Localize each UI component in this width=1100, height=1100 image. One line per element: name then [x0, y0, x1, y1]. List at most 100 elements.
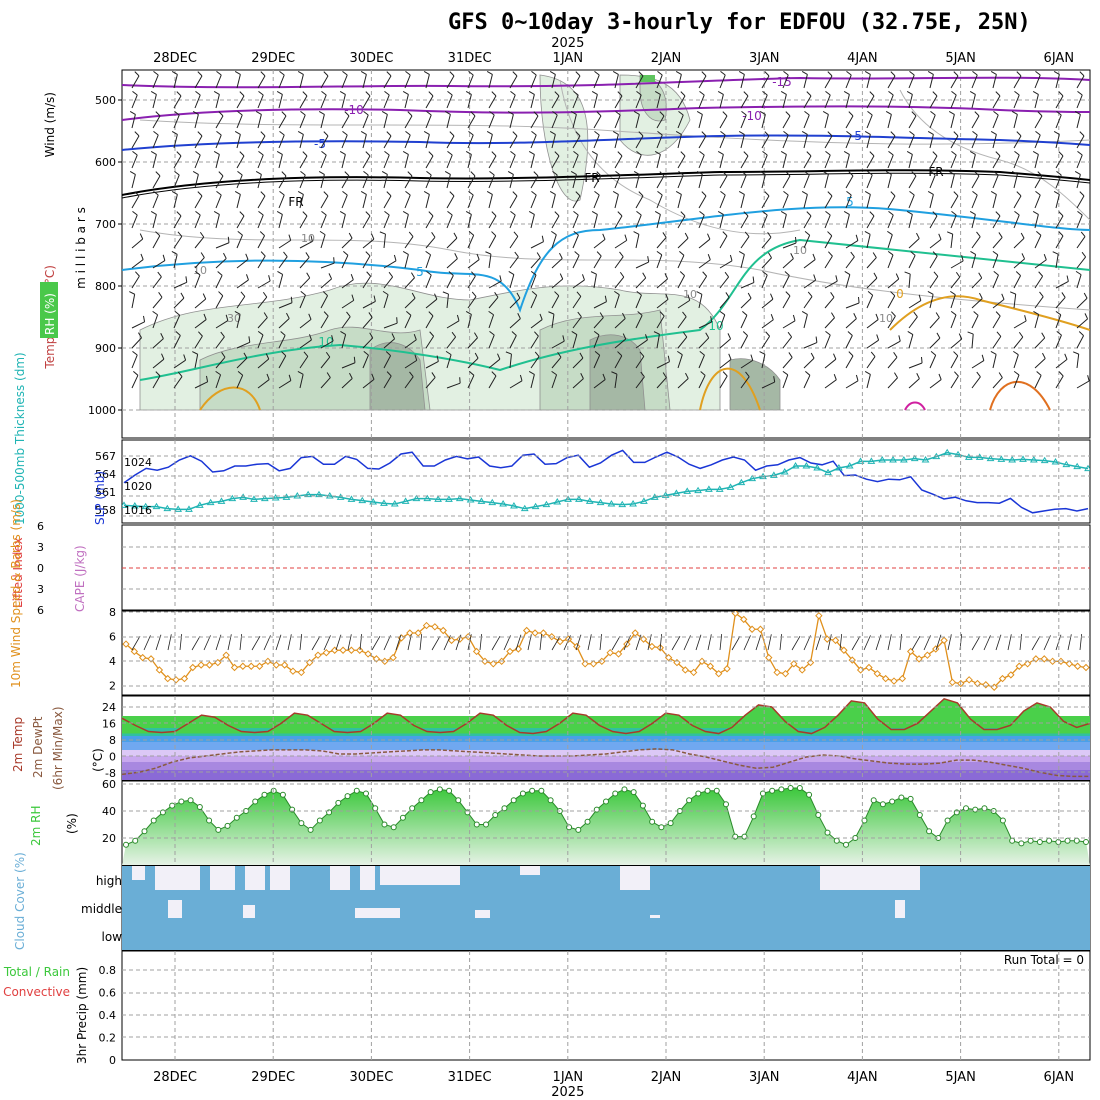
- wind-barb: [992, 237, 1003, 249]
- wind-barb-flag: [967, 331, 974, 335]
- wind-barb: [446, 382, 461, 389]
- wind-barb: [824, 114, 829, 129]
- thickness-line-marker: [770, 471, 778, 478]
- wind-barb: [194, 214, 201, 229]
- wind10-barb: [443, 635, 451, 651]
- wind-barb: [1034, 275, 1044, 289]
- wind-barb: [656, 134, 663, 149]
- wind-barb-flag: [970, 250, 976, 255]
- rh2m-marker: [187, 797, 194, 804]
- y-tick-temp: -8: [105, 767, 116, 780]
- wind-barb-flag: [1078, 331, 1084, 337]
- wind-barb: [404, 115, 413, 129]
- wind-barb: [572, 296, 582, 309]
- wind-barb-flag: [727, 333, 732, 340]
- wind-barb-flag: [528, 371, 535, 375]
- wind-barb-flag: [486, 131, 493, 135]
- wind-barb-flag: [1013, 370, 1020, 376]
- wind-barb-flag: [384, 150, 390, 156]
- wind-barb: [383, 375, 392, 389]
- wind-barb-flag: [830, 312, 835, 319]
- wind-barb-flag: [804, 170, 810, 176]
- wind-barb: [488, 358, 501, 369]
- wind-barb-flag: [194, 270, 201, 276]
- wind-barb-flag: [888, 210, 894, 216]
- wind10-barb: [563, 635, 571, 651]
- wind-barb: [215, 295, 224, 309]
- wind-barb: [173, 95, 182, 109]
- wind-barb-flag: [308, 313, 312, 320]
- wind-barb: [761, 298, 774, 309]
- wind10-marker: [289, 667, 297, 675]
- wind-barb-flag: [199, 231, 205, 238]
- wind-barb-flag: [303, 351, 309, 357]
- wind-barb-flag: [132, 90, 138, 96]
- wind10-barb: [599, 634, 603, 651]
- wind-barb: [677, 134, 682, 149]
- wind10-barb: [611, 635, 621, 651]
- wind-barb: [509, 135, 518, 149]
- wind-barb-flag: [951, 210, 957, 216]
- wind-barb-flag: [913, 311, 918, 318]
- rh2m-marker: [381, 821, 388, 828]
- wind-barb: [908, 255, 916, 269]
- wind-barb-flag: [1037, 171, 1043, 177]
- wind10-barb: [275, 634, 282, 651]
- rh2m-marker: [806, 791, 813, 798]
- rh2m-marker: [279, 791, 286, 798]
- wind-barb-flag: [867, 291, 874, 296]
- rh2m-marker: [603, 798, 609, 805]
- wind-barb: [866, 174, 873, 189]
- wind-barb: [740, 359, 754, 369]
- wind-barb: [551, 215, 560, 229]
- wind-barb-flag: [321, 90, 327, 96]
- thickness-line-marker: [575, 495, 583, 502]
- wind-barb: [929, 215, 938, 229]
- wind-barb: [236, 296, 246, 309]
- rh2m-marker: [630, 789, 637, 796]
- wind-barb-flag: [197, 131, 203, 137]
- wind-barb-flag: [402, 251, 409, 255]
- wind-barb: [467, 154, 472, 169]
- wind-barb: [362, 337, 374, 349]
- wind-barb: [299, 277, 311, 289]
- wind-barb-flag: [1056, 170, 1062, 176]
- wind-barb: [698, 275, 708, 289]
- wind-barb: [320, 195, 329, 209]
- thickness-line-marker: [878, 456, 887, 463]
- wind-barb-flag: [765, 331, 770, 337]
- wind10-barb: [971, 635, 981, 651]
- thickness-line-marker: [856, 457, 865, 464]
- wind-barb-flag: [318, 111, 325, 115]
- wind-barb-flag: [200, 252, 205, 258]
- wind-barb-flag: [234, 191, 241, 195]
- wind-barb-flag: [533, 111, 539, 117]
- wind-barb-flag: [570, 171, 577, 175]
- isotherm-label: -10: [742, 109, 762, 123]
- wind-barb-flag: [573, 150, 579, 156]
- rh2m-marker: [999, 817, 1006, 824]
- wind-barb-flag: [738, 131, 745, 135]
- wind-barb-flag: [360, 71, 367, 75]
- wind-barb-flag: [887, 250, 894, 256]
- wind-barb: [803, 259, 816, 269]
- rh2m-marker: [889, 798, 896, 805]
- wind-barb-flag: [152, 310, 158, 316]
- wind-barb: [761, 274, 768, 289]
- wind-barb: [845, 355, 854, 369]
- wind-barb-flag: [738, 251, 745, 255]
- cloud-gap: [355, 908, 400, 918]
- y-tick-li: 3: [37, 541, 44, 554]
- wind-barb-flag: [918, 294, 922, 301]
- wind-barb-flag: [373, 295, 376, 302]
- wind-barb-flag: [517, 313, 521, 319]
- wind10-barb: [791, 635, 801, 651]
- wind-barb: [362, 95, 371, 109]
- wind-barb-flag: [344, 171, 350, 177]
- wind-barb-flag: [639, 351, 645, 357]
- wind-barb-flag: [405, 130, 411, 136]
- wind-barb-flag: [1016, 71, 1022, 77]
- wind-barb: [257, 280, 271, 289]
- wind-barb: [278, 318, 290, 329]
